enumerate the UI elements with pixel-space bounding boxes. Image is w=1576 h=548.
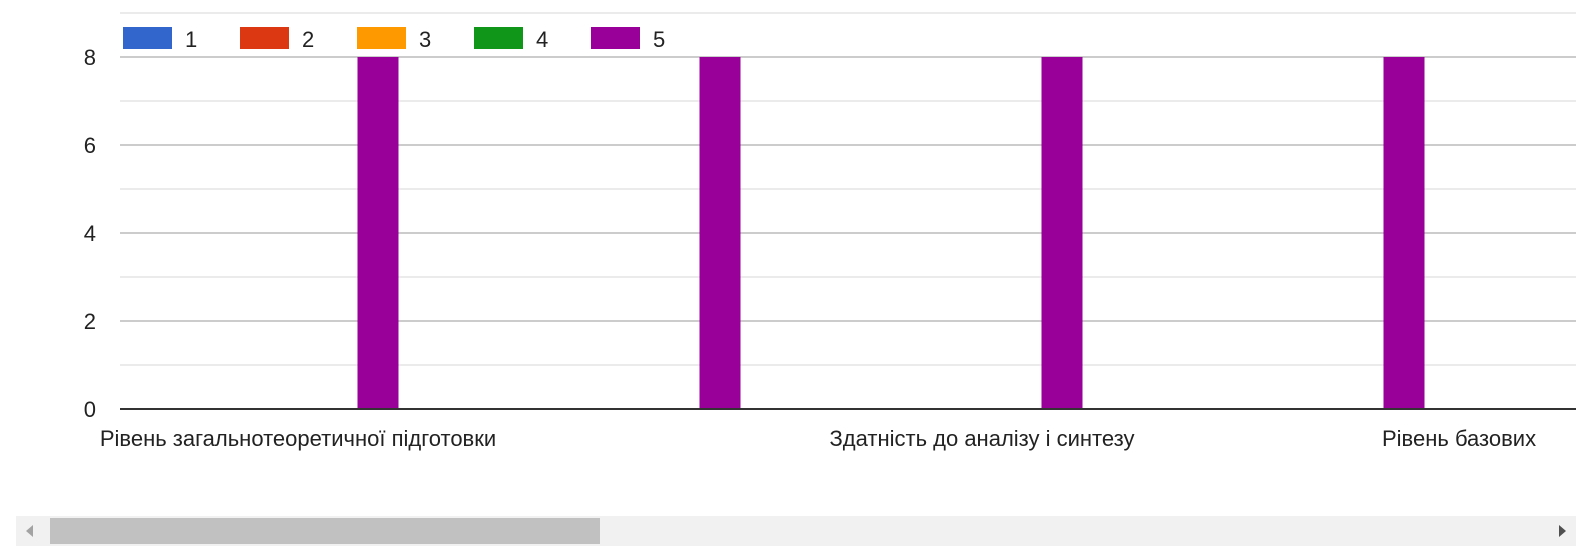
bar-chart: 0 2 4 6 8 Рівень загальнотеоретичної підгото… [84, 12, 1576, 451]
x-tick-label: Рівень базових [1382, 426, 1536, 451]
horizontal-scrollbar[interactable] [16, 516, 1576, 546]
y-tick-label: 0 [84, 397, 96, 422]
x-axis-labels: Рівень загальнотеоретичної підготовки Зда… [100, 426, 1536, 451]
y-tick-label: 2 [84, 309, 96, 334]
x-tick-label: Здатність до аналізу і синтезу [830, 426, 1135, 451]
legend: 1 2 3 4 5 [123, 27, 665, 52]
legend-swatch [591, 27, 640, 49]
x-tick-label: Рівень загальнотеоретичної підготовки [100, 426, 496, 451]
bar[interactable] [357, 57, 399, 409]
gridlines [120, 12, 1576, 366]
bars [357, 57, 1425, 409]
scroll-thumb[interactable] [50, 518, 600, 544]
bar[interactable] [1041, 57, 1083, 409]
legend-swatch [240, 27, 289, 49]
bar[interactable] [699, 57, 741, 409]
y-axis-ticks: 0 2 4 6 8 [84, 45, 96, 422]
legend-swatch [357, 27, 406, 49]
legend-label: 3 [419, 27, 431, 52]
bar[interactable] [1383, 57, 1425, 409]
y-tick-label: 8 [84, 45, 96, 70]
legend-label: 1 [185, 27, 197, 52]
legend-swatch [474, 27, 523, 49]
legend-swatch [123, 27, 172, 49]
scroll-right-icon[interactable] [1559, 525, 1566, 537]
legend-label: 4 [536, 27, 548, 52]
y-tick-label: 4 [84, 221, 96, 246]
scroll-left-icon[interactable] [26, 525, 33, 537]
legend-label: 2 [302, 27, 314, 52]
y-tick-label: 6 [84, 133, 96, 158]
legend-label: 5 [653, 27, 665, 52]
